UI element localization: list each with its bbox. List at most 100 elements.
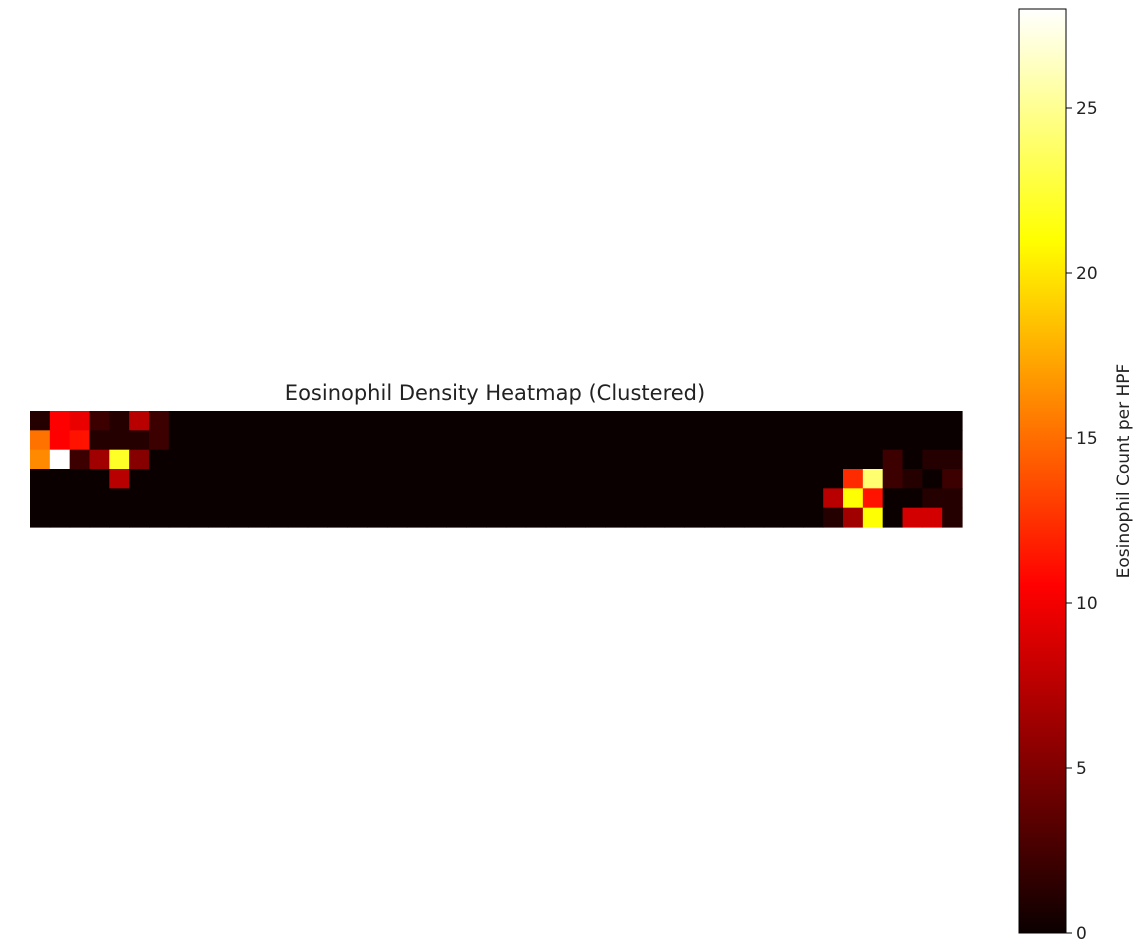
heatmap-cell <box>545 488 566 509</box>
heatmap-cell <box>545 507 566 528</box>
heatmap-cell <box>862 507 884 528</box>
heatmap-cell <box>69 449 91 470</box>
heatmap-cell <box>367 488 388 509</box>
heatmap-cell <box>49 488 71 509</box>
heatmap-cell <box>624 430 646 451</box>
heatmap-cell <box>307 488 329 509</box>
heatmap-cell <box>89 411 110 431</box>
heatmap-cell <box>446 469 467 489</box>
heatmap-cell <box>406 449 428 470</box>
heatmap-cell <box>525 411 547 431</box>
heatmap-cell <box>664 507 685 528</box>
heatmap-cell <box>188 449 210 470</box>
heatmap-cell <box>30 469 51 489</box>
heatmap-cell <box>902 430 923 451</box>
heatmap-cell <box>545 430 566 451</box>
heatmap-cell <box>843 488 864 509</box>
heatmap-cell <box>49 430 71 451</box>
heatmap-cell <box>763 449 785 470</box>
heatmap-cell <box>267 507 289 528</box>
heatmap-cell <box>188 430 210 451</box>
heatmap-cell <box>585 469 606 489</box>
heatmap-cell <box>882 449 904 470</box>
heatmap-cell <box>922 469 943 489</box>
heatmap-cell <box>545 469 566 489</box>
heatmap-cell <box>347 507 368 528</box>
heatmap-cell <box>347 411 368 431</box>
heatmap-cell <box>109 488 130 509</box>
heatmap-cell <box>367 469 388 489</box>
heatmap-cell <box>406 488 428 509</box>
heatmap-cell <box>644 430 666 451</box>
heatmap-cell <box>347 430 368 451</box>
heatmap-cell <box>942 411 963 431</box>
heatmap-cell <box>89 507 110 528</box>
heatmap-cell <box>327 411 348 431</box>
heatmap-cell <box>426 430 448 451</box>
heatmap-cell <box>426 469 448 489</box>
heatmap-cell <box>505 507 527 528</box>
heatmap-cell <box>704 488 725 509</box>
heatmap-cell <box>466 507 487 528</box>
colorbar-tick-label: 25 <box>1076 99 1098 119</box>
heatmap-cell <box>188 507 210 528</box>
heatmap-cell <box>287 411 309 431</box>
heatmap-cell <box>803 488 824 509</box>
heatmap-cell <box>704 469 725 489</box>
heatmap-cell <box>188 488 210 509</box>
heatmap-cell <box>248 488 269 509</box>
heatmap-cell <box>109 507 130 528</box>
heatmap-cell <box>208 507 229 528</box>
heatmap-cell <box>148 430 170 451</box>
heatmap-cell <box>386 449 408 470</box>
heatmap-cell <box>882 469 904 489</box>
heatmap-cell <box>228 449 249 470</box>
heatmap-cell <box>664 469 685 489</box>
heatmap-cell <box>763 430 785 451</box>
heatmap-cell <box>129 507 150 528</box>
heatmap-cell <box>585 430 606 451</box>
heatmap-cell <box>406 430 428 451</box>
heatmap-cell <box>882 507 904 528</box>
heatmap-cell <box>208 411 229 431</box>
heatmap-cell <box>129 411 150 431</box>
heatmap-cell <box>248 411 269 431</box>
heatmap-grid <box>30 411 963 528</box>
heatmap-cell <box>644 449 666 470</box>
heatmap-cell <box>367 449 388 470</box>
heatmap-cell <box>347 488 368 509</box>
heatmap-cell <box>743 449 765 470</box>
heatmap-cell <box>783 411 804 431</box>
heatmap-cell <box>327 449 348 470</box>
heatmap-cell <box>466 469 487 489</box>
heatmap-cell <box>69 430 91 451</box>
heatmap-cell <box>743 411 765 431</box>
heatmap-cell <box>327 430 348 451</box>
heatmap-cell <box>109 469 130 489</box>
heatmap-cell <box>942 449 963 470</box>
heatmap-cell <box>426 488 448 509</box>
heatmap-cell <box>466 488 487 509</box>
heatmap-cell <box>783 488 804 509</box>
heatmap-cell <box>823 449 844 470</box>
heatmap-cell <box>783 507 804 528</box>
heatmap-cell <box>922 488 943 509</box>
heatmap-cell <box>862 488 884 509</box>
heatmap-cell <box>902 411 923 431</box>
heatmap-cell <box>208 488 229 509</box>
heatmap-cell <box>208 430 229 451</box>
heatmap-cell <box>565 507 586 528</box>
heatmap-cell <box>902 469 923 489</box>
heatmap-cell <box>684 488 705 509</box>
heatmap-cell <box>386 507 408 528</box>
heatmap-cell <box>327 507 348 528</box>
heatmap-cell <box>386 430 408 451</box>
heatmap-cell <box>386 469 408 489</box>
heatmap-cell <box>684 411 705 431</box>
heatmap-cell <box>228 469 249 489</box>
heatmap-cell <box>605 507 626 528</box>
heatmap-cell <box>684 507 705 528</box>
heatmap-cell <box>684 449 705 470</box>
heatmap-cell <box>148 469 170 489</box>
heatmap-cell <box>803 430 824 451</box>
